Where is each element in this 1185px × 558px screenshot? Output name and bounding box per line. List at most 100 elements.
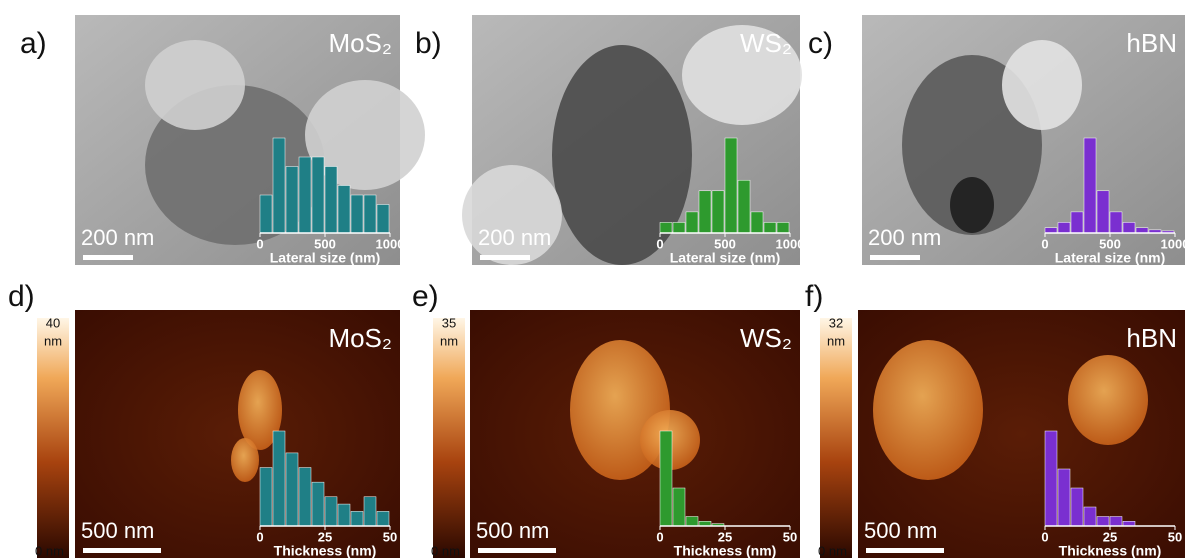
histogram-xlabel: Thickness (nm) [674,543,777,558]
scale-bar-label: 200 nm [478,225,551,250]
histogram-bar [660,431,672,526]
tick-label: 0 [1041,529,1048,544]
scale-bar-label: 500 nm [81,518,154,543]
histogram-bar [325,167,337,234]
histogram-bar [338,504,350,526]
histogram-xlabel: Lateral size (nm) [1055,250,1165,266]
flake [873,340,983,480]
histogram-bar [377,205,389,234]
histogram-bar [273,431,285,526]
histogram-bar [1084,507,1096,526]
colorbar-max: 32 [829,315,843,330]
histogram-bar [286,453,298,526]
scale-bar [83,255,133,260]
histogram-bar [312,482,324,526]
colorbar-min: 0 nm [818,543,847,558]
tick-label: 0 [656,236,663,251]
histogram-bar [712,191,724,233]
histogram-bar [1123,222,1135,233]
colorbar-max: 40 [46,315,60,330]
panel-label: d) [8,280,35,313]
histogram-bar [364,195,376,233]
histogram-bar [273,138,285,233]
histogram-bar [1071,488,1083,526]
material-label: WS₂ [740,28,792,58]
colorbar [37,318,69,558]
histogram-bar [738,180,750,233]
histogram-bar [364,497,376,526]
histogram-bar [777,222,789,233]
histogram-bar [1084,138,1096,233]
histogram-bar [260,468,272,526]
histogram-bar [1045,228,1057,233]
histogram-xlabel: Thickness (nm) [1059,543,1162,558]
histogram-bar [1136,228,1148,233]
scale-bar [870,255,920,260]
histogram-bar [1097,517,1109,527]
histogram-xlabel: Thickness (nm) [274,543,377,558]
panel-label: c) [808,27,833,60]
figure: a)MoS₂200 nm05001000Lateral size (nm)b)W… [0,0,1185,558]
flake [462,165,562,265]
histogram-bar [673,488,685,526]
tick-label: 0 [1041,236,1048,251]
histogram-bar [1071,212,1083,233]
histogram-bar [325,497,337,526]
material-label: WS₂ [740,323,792,353]
histogram-bar [660,222,672,233]
histogram-bar [260,195,272,233]
histogram-bar [1045,431,1057,526]
colorbar [820,318,852,558]
histogram-bar [725,138,737,233]
material-label: hBN [1126,28,1177,58]
material-label: MoS₂ [328,28,392,58]
panel-label: a) [20,27,47,60]
flake [950,177,994,233]
colorbar-max: 35 [442,315,456,330]
flake [1002,40,1082,130]
scale-bar [866,548,944,553]
histogram-xlabel: Lateral size (nm) [670,250,780,266]
histogram-bar [351,511,363,526]
panel-label: b) [415,27,442,60]
colorbar-min: 0 nm [431,543,460,558]
histogram-bar [686,212,698,233]
tick-label: 50 [1168,529,1182,544]
histogram-bar [299,157,311,233]
flake [145,40,245,130]
colorbar-unit: nm [440,333,458,348]
histogram-bar [338,186,350,234]
histogram-bar [1097,191,1109,233]
histogram-bar [1110,517,1122,527]
tick-label: 0 [256,236,263,251]
panel-label: e) [412,280,439,313]
histogram-bar [1058,222,1070,233]
scale-bar [478,548,556,553]
histogram-xlabel: Lateral size (nm) [270,250,380,266]
flake [231,438,259,482]
colorbar-min: 0 nm [35,543,64,558]
flake [1068,355,1148,445]
tick-label: 50 [383,529,397,544]
tick-label: 50 [783,529,797,544]
histogram-bar [764,222,776,233]
scale-bar-label: 200 nm [81,225,154,250]
histogram-bar [673,222,685,233]
histogram-bar [1110,212,1122,233]
histogram-bar [1058,469,1070,526]
colorbar-unit: nm [827,333,845,348]
histogram-bar [286,167,298,234]
panel-label: f) [805,280,823,313]
histogram-bar [699,191,711,233]
scale-bar [480,255,530,260]
scale-bar-label: 500 nm [864,518,937,543]
scale-bar-label: 500 nm [476,518,549,543]
histogram-bar [751,212,763,233]
histogram-bar [686,517,698,527]
scale-bar [83,548,161,553]
tick-label: 0 [656,529,663,544]
scale-bar-label: 200 nm [868,225,941,250]
tick-label: 0 [256,529,263,544]
histogram-bar [312,157,324,233]
colorbar-unit: nm [44,333,62,348]
